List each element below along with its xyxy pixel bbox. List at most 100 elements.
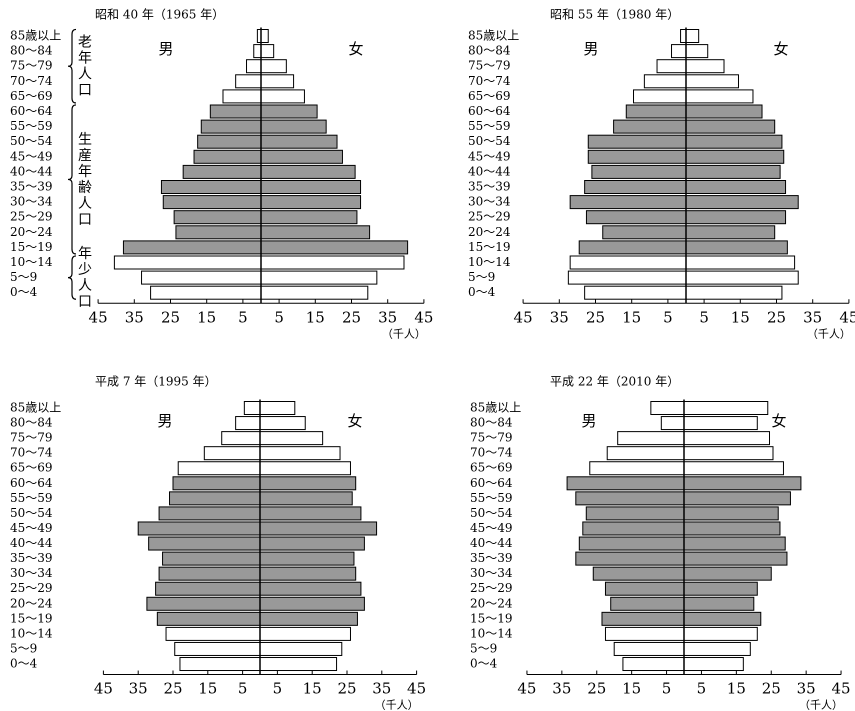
bar — [182, 164, 262, 179]
bar — [643, 74, 687, 89]
x-tick-label: 35 — [378, 308, 397, 326]
bar — [685, 240, 788, 255]
bar — [680, 29, 687, 43]
category-label: 20～24 — [10, 225, 53, 239]
bar — [260, 270, 378, 285]
x-tick-label: 15 — [303, 680, 322, 698]
category-label: 75～79 — [470, 431, 513, 445]
category-label: 30～34 — [470, 566, 513, 580]
bar — [604, 581, 685, 596]
series-label: 男 — [581, 412, 596, 430]
bar — [243, 401, 261, 415]
x-tick-label: 25 — [762, 680, 781, 698]
category-label: 5～9 — [468, 270, 495, 284]
bar — [683, 657, 744, 672]
bar — [259, 431, 324, 446]
x-tick-label: 5 — [697, 680, 707, 698]
bar — [177, 461, 261, 476]
category-label: 15～19 — [10, 611, 53, 625]
bar — [685, 29, 700, 43]
bar — [259, 626, 351, 641]
bar — [158, 506, 261, 521]
bar — [259, 491, 353, 506]
bar — [260, 74, 295, 89]
bar — [260, 104, 318, 119]
category-label: 35～39 — [468, 180, 511, 194]
x-tick-label: 25 — [767, 308, 786, 326]
bar — [683, 446, 774, 461]
bar — [162, 195, 262, 210]
category-label: 20～24 — [468, 225, 511, 239]
chart-title: 昭和 40 年（1965 年） — [95, 8, 224, 22]
bar — [174, 641, 261, 656]
bar — [683, 431, 771, 446]
category-label: 85歳以上 — [468, 29, 519, 43]
x-tick-label: 5 — [274, 308, 284, 326]
bar — [683, 521, 781, 536]
category-label: 70～74 — [10, 74, 53, 88]
x-tick-label: 45 — [407, 680, 426, 698]
bar — [591, 164, 687, 179]
series-label: 女 — [773, 40, 788, 58]
category-label: 60～64 — [470, 476, 513, 490]
category-label: 25～29 — [468, 210, 511, 224]
bar — [584, 285, 687, 300]
category-label: 30～34 — [468, 195, 511, 209]
x-tick-label: 5 — [662, 680, 672, 698]
bar — [260, 195, 362, 210]
bar — [193, 149, 262, 164]
bar — [260, 225, 371, 240]
x-tick-label: 45 — [514, 308, 533, 326]
bar — [260, 285, 369, 300]
chart-title: 昭和 55 年（1980 年） — [550, 8, 679, 22]
x-tick-label: 45 — [414, 308, 433, 326]
bar — [197, 134, 262, 149]
x-tick-label: 5 — [699, 308, 709, 326]
x-tick-label: 15 — [622, 680, 641, 698]
category-label: 45～49 — [470, 521, 513, 535]
bar — [566, 476, 685, 491]
bar — [259, 476, 357, 491]
bar — [160, 180, 262, 194]
bar — [259, 446, 341, 461]
bar — [260, 149, 343, 164]
bar — [683, 566, 772, 581]
bar — [259, 641, 343, 656]
bar — [685, 210, 787, 225]
bar — [575, 491, 685, 506]
bar — [683, 506, 779, 521]
category-label: 15～19 — [10, 240, 53, 254]
bar — [260, 134, 338, 149]
bar — [179, 657, 261, 672]
x-tick-label: 35 — [550, 308, 569, 326]
category-label: 0～4 — [470, 657, 498, 671]
x-tick-label: 45 — [517, 680, 536, 698]
category-label: 35～39 — [10, 551, 53, 565]
bar — [141, 270, 262, 285]
bar — [592, 566, 685, 581]
bar — [569, 195, 687, 210]
bar — [113, 255, 262, 270]
category-label: 35～39 — [10, 180, 53, 194]
category-label: 65～69 — [468, 89, 511, 103]
bar — [175, 225, 262, 240]
category-label: 65～69 — [470, 461, 513, 475]
bar — [260, 255, 405, 270]
bar — [260, 119, 327, 134]
bar — [606, 446, 685, 461]
category-label: 5～9 — [470, 641, 497, 655]
bar — [683, 401, 769, 415]
bar — [683, 626, 758, 641]
bar — [156, 611, 261, 626]
bar — [656, 59, 687, 74]
category-label: 10～14 — [470, 626, 513, 640]
bar — [578, 536, 685, 551]
bar — [259, 551, 355, 566]
category-label: 60～64 — [10, 476, 53, 490]
series-label: 男 — [583, 40, 598, 58]
bar — [259, 416, 306, 431]
bar — [575, 551, 685, 566]
bar — [259, 536, 365, 551]
bar — [235, 74, 262, 89]
